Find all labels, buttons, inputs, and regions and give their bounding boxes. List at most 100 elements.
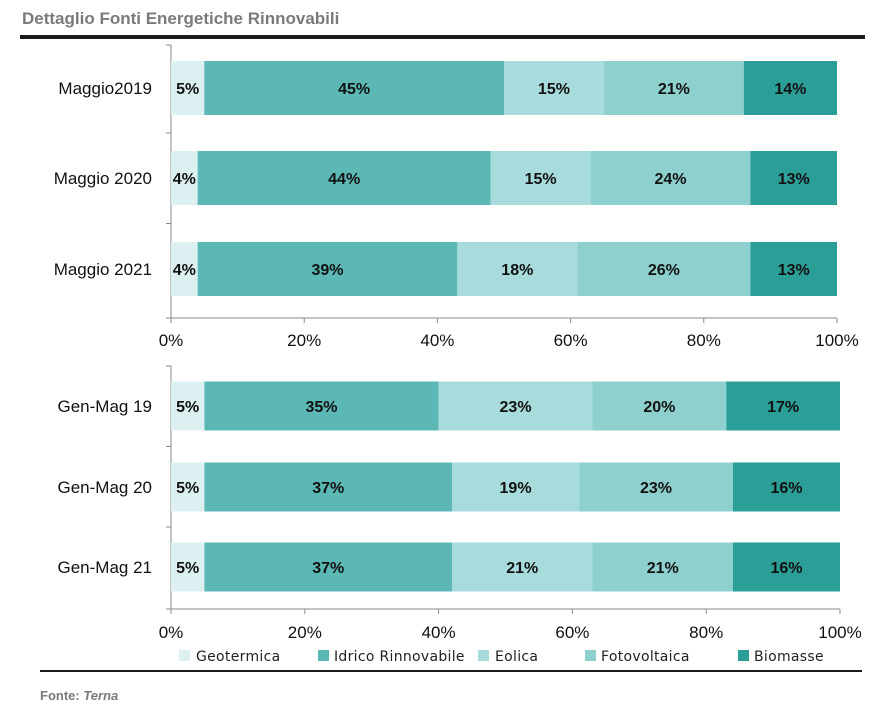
- data-label: 5%: [176, 81, 199, 98]
- category-label: Gen-Mag 20: [58, 478, 153, 497]
- category-label: Maggio 2020: [54, 169, 152, 188]
- x-tick-label: 60%: [554, 331, 588, 350]
- data-label: 4%: [173, 262, 196, 279]
- x-tick-label: 40%: [422, 623, 456, 642]
- data-label: 26%: [648, 262, 680, 279]
- source-note: Fonte: Terna: [40, 688, 118, 703]
- bar-segment-biomasse: [726, 381, 840, 431]
- data-label: 5%: [176, 399, 199, 416]
- x-tick-label: 100%: [815, 331, 858, 350]
- category-label: Maggio 2021: [54, 260, 152, 279]
- data-label: 19%: [500, 480, 532, 497]
- data-label: 44%: [328, 171, 360, 188]
- x-tick-label: 60%: [555, 623, 589, 642]
- bar-segment-geotermica: [171, 542, 205, 592]
- data-label: 4%: [173, 171, 196, 188]
- legend-item-fotovoltaica: Fotovoltaica: [585, 649, 690, 665]
- source-prefix: Fonte:: [40, 688, 80, 703]
- bar-segment-biomasse: [732, 542, 840, 592]
- x-tick-label: 80%: [689, 623, 723, 642]
- bar-segment-eolica: [490, 151, 591, 205]
- bar-segment-fotovoltaica: [577, 242, 751, 296]
- bar-segment-fotovoltaica: [579, 462, 733, 512]
- data-label: 24%: [654, 171, 686, 188]
- data-label: 15%: [538, 81, 570, 98]
- title-rule: [20, 35, 865, 39]
- legend-label: Fotovoltaica: [601, 649, 690, 665]
- bar-segment-idrico-rinnovabile: [204, 381, 439, 431]
- bar-segment-idrico-rinnovabile: [197, 151, 491, 205]
- data-label: 17%: [767, 399, 799, 416]
- data-label: 13%: [778, 262, 810, 279]
- x-tick-label: 0%: [159, 331, 184, 350]
- bar-segment-eolica: [451, 462, 580, 512]
- bar-segment-eolica: [504, 61, 604, 115]
- legend-swatch: [585, 650, 596, 661]
- bar-segment-geotermica: [171, 151, 198, 205]
- chart-legend: Geotermica Idrico Rinnovabile Eolica Fotovo…: [179, 649, 824, 665]
- category-label: Gen-Mag 19: [58, 397, 153, 416]
- bar-segment-biomasse: [732, 462, 840, 512]
- category-label: Maggio2019: [58, 79, 152, 98]
- legend-swatch: [478, 650, 489, 661]
- chart-panel-1: 0% 20% 40% 60% 80% 100% Maggio2019 5% 45% 15% 21% 1…: [54, 44, 859, 350]
- data-label: 23%: [500, 399, 532, 416]
- bar-segment-fotovoltaica: [603, 61, 744, 115]
- bar-segment-biomasse: [750, 151, 837, 205]
- x-tick-label: 100%: [818, 623, 861, 642]
- bar-segment-eolica: [451, 542, 593, 592]
- data-label: 45%: [338, 81, 370, 98]
- legend-swatch: [738, 650, 749, 661]
- bar-segment-idrico-rinnovabile: [197, 242, 458, 296]
- bar-segment-idrico-rinnovabile: [204, 542, 452, 592]
- bar-segment-geotermica: [171, 381, 205, 431]
- legend-label: Eolica: [495, 649, 538, 665]
- data-label: 13%: [778, 171, 810, 188]
- data-label: 16%: [770, 480, 802, 497]
- bar-segment-geotermica: [171, 242, 198, 296]
- chart-panel-2: 0% 20% 40% 60% 80% 100% Gen-Mag 19 5% 35% 23% 20% 1…: [58, 365, 862, 642]
- bar-segment-biomasse: [743, 61, 837, 115]
- data-label: 21%: [506, 560, 538, 577]
- bar-segment-biomasse: [750, 242, 837, 296]
- legend-item-eolica: Eolica: [478, 649, 538, 665]
- data-label: 37%: [312, 480, 344, 497]
- data-label: 15%: [525, 171, 557, 188]
- data-label: 16%: [770, 560, 802, 577]
- data-label: 23%: [640, 480, 672, 497]
- page-title: Dettaglio Fonti Energetiche Rinnovabili: [22, 9, 340, 28]
- data-label: 37%: [312, 560, 344, 577]
- data-label: 14%: [774, 81, 806, 98]
- data-label: 39%: [311, 262, 343, 279]
- bar-segment-eolica: [438, 381, 593, 431]
- data-label: 21%: [647, 560, 679, 577]
- bar-segment-fotovoltaica: [590, 151, 751, 205]
- legend-swatch: [179, 650, 190, 661]
- bar-segment-geotermica: [171, 462, 205, 512]
- bar-segment-fotovoltaica: [592, 381, 727, 431]
- data-label: 20%: [643, 399, 675, 416]
- x-tick-label: 20%: [287, 331, 321, 350]
- bar-segment-fotovoltaica: [592, 542, 733, 592]
- source-name: Terna: [83, 688, 119, 703]
- legend-label: Idrico Rinnovabile: [334, 649, 465, 665]
- legend-item-idrico-rinnovabile: Idrico Rinnovabile: [318, 649, 465, 665]
- footer-rule: [40, 670, 862, 672]
- bar-segment-geotermica: [171, 61, 205, 115]
- bar-segment-idrico-rinnovabile: [204, 462, 452, 512]
- legend-label: Biomasse: [754, 649, 824, 665]
- x-tick-label: 80%: [687, 331, 721, 350]
- legend-item-geotermica: Geotermica: [179, 649, 280, 665]
- legend-label: Geotermica: [196, 649, 280, 665]
- category-label: Gen-Mag 21: [58, 558, 153, 577]
- x-tick-label: 0%: [159, 623, 184, 642]
- data-label: 18%: [501, 262, 533, 279]
- x-tick-label: 40%: [420, 331, 454, 350]
- bar-segment-eolica: [457, 242, 578, 296]
- legend-swatch: [318, 650, 329, 661]
- legend-item-biomasse: Biomasse: [738, 649, 824, 665]
- x-tick-label: 20%: [288, 623, 322, 642]
- data-label: 5%: [176, 480, 199, 497]
- bar-segment-idrico-rinnovabile: [204, 61, 505, 115]
